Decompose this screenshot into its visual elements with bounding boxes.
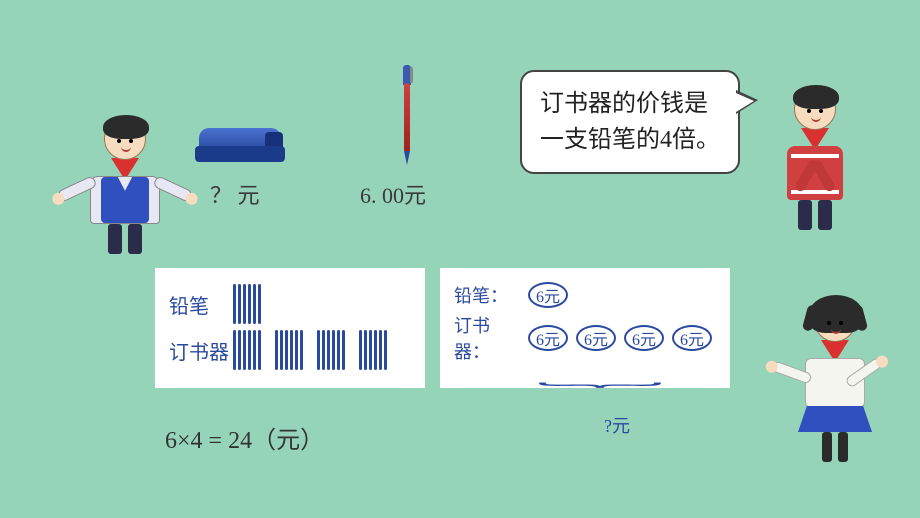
speech-text: 订书器的价钱是一支铅笔的4倍。	[540, 91, 720, 153]
circle-row: 订书器：6元6元6元6元	[454, 312, 716, 364]
equation-text: 6×4 = 24（元）	[165, 420, 324, 455]
tally-row-label: 订书器	[169, 336, 233, 365]
tally-group	[233, 284, 261, 324]
tally-row: 订书器	[169, 330, 411, 370]
circle-diagram-panel: 铅笔：6元订书器：6元6元6元6元︸?元	[440, 268, 730, 388]
tally-row-label: 铅笔	[169, 290, 233, 319]
student-boy-left	[70, 118, 180, 254]
circle-row-label: 铅笔：	[454, 282, 524, 308]
tally-row: 铅笔	[169, 284, 411, 324]
pen-price-label: 6. 00元	[360, 178, 426, 210]
unit-circle: 6元	[672, 325, 712, 351]
circle-row: 铅笔：6元	[454, 282, 716, 308]
stapler-illustration	[195, 112, 285, 162]
pen-illustration	[400, 65, 414, 175]
tally-group	[359, 330, 387, 370]
unit-circle: 6元	[624, 325, 664, 351]
student-girl	[785, 300, 885, 462]
brace-label: ?元	[604, 412, 716, 438]
stapler-price-label: ？ 元	[210, 178, 260, 210]
tally-group	[233, 330, 261, 370]
unit-circle: 6元	[528, 325, 568, 351]
tally-diagram-panel: 铅笔订书器	[155, 268, 425, 388]
unit-circle: 6元	[528, 282, 568, 308]
tally-group	[275, 330, 303, 370]
circle-row-label: 订书器：	[454, 312, 524, 364]
tally-group	[317, 330, 345, 370]
student-boy-right	[770, 88, 860, 230]
speech-bubble: 订书器的价钱是一支铅笔的4倍。	[520, 70, 740, 174]
unit-circle: 6元	[576, 325, 616, 351]
